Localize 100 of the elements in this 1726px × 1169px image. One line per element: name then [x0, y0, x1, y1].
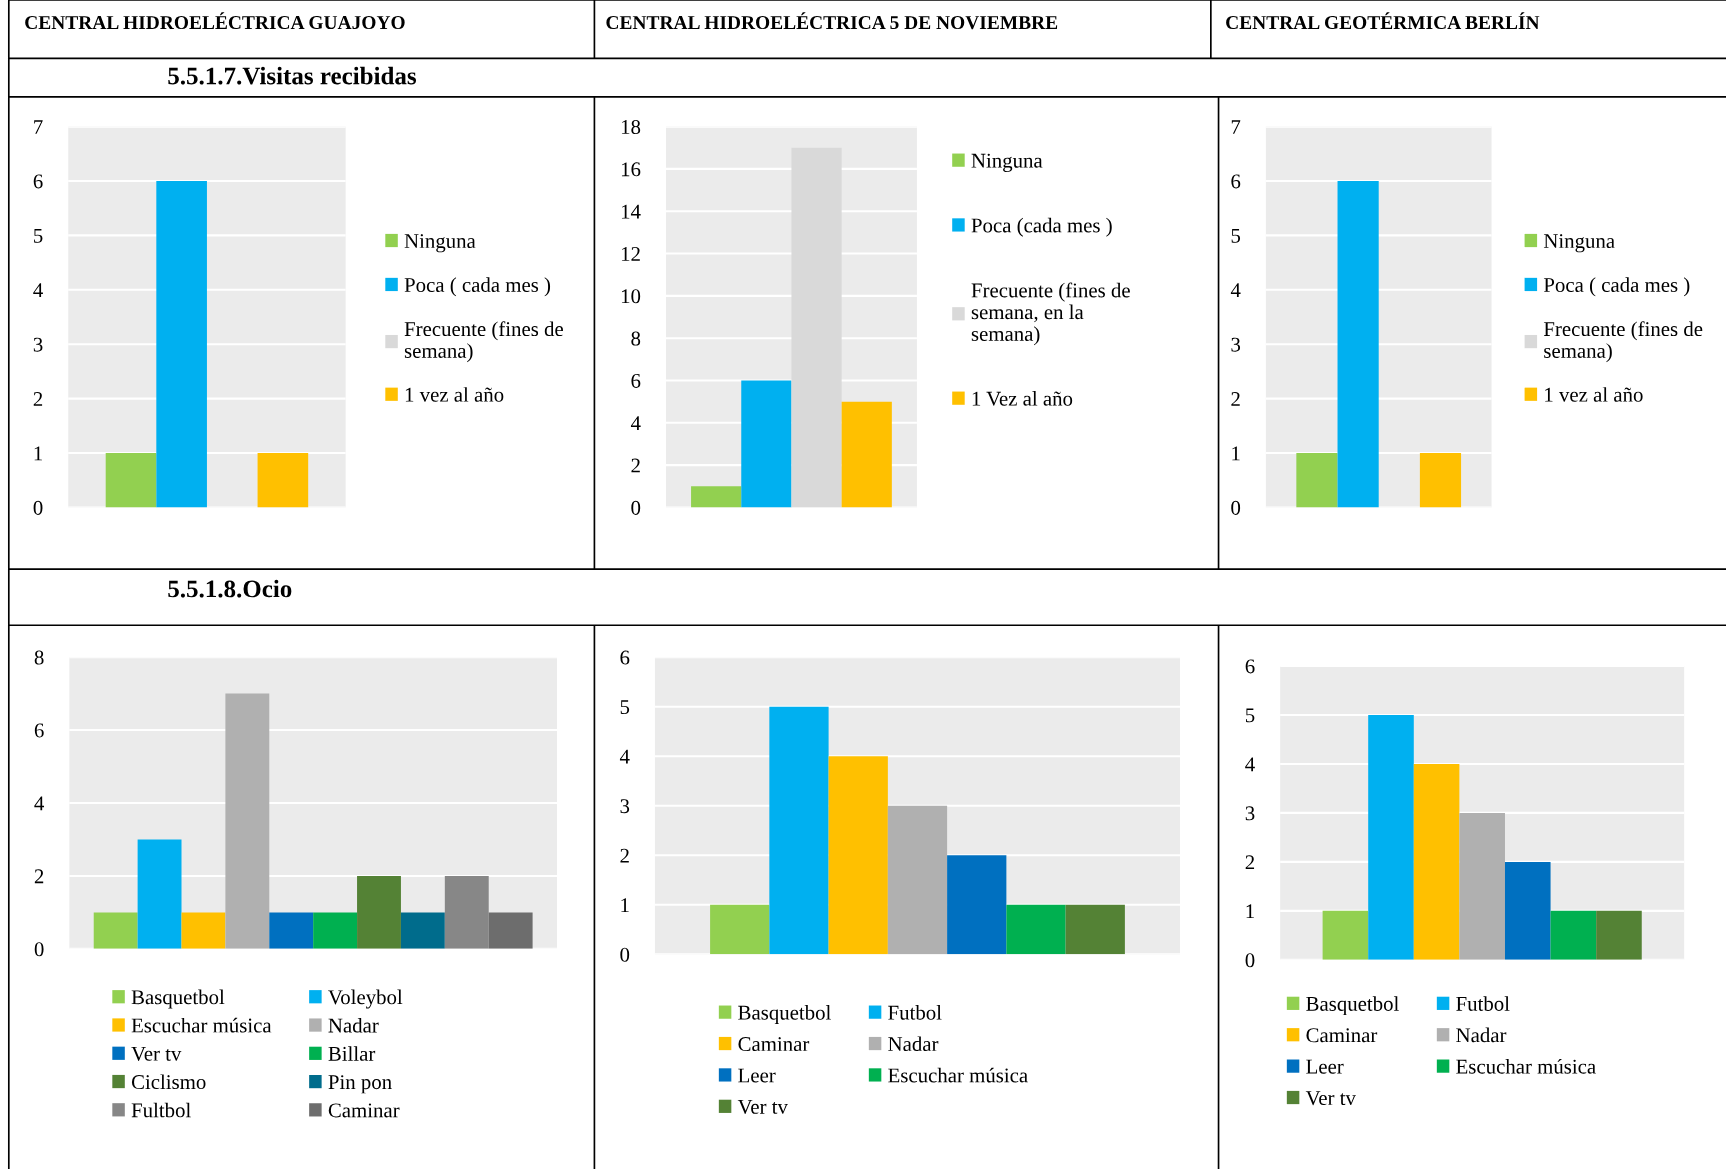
y-tick-label: 8: [631, 331, 641, 346]
bar: [769, 706, 829, 955]
bar: [1550, 910, 1597, 960]
bar: [269, 912, 314, 949]
bar: [1504, 861, 1551, 960]
bar: [1368, 714, 1414, 960]
y-tick-label: 14: [621, 204, 641, 219]
bar: [841, 401, 892, 508]
y-tick-label: 2: [1231, 392, 1240, 406]
y-tick-label: 2: [33, 392, 43, 406]
legend-label: Voleybol: [328, 989, 403, 1009]
bar: [1322, 910, 1369, 960]
legend-label: Nadar: [888, 1036, 939, 1052]
y-tick-label: 4: [1245, 757, 1255, 772]
y-tick-label: 4: [619, 749, 630, 764]
legend-label: Frecuente (fines de semana, en la semana): [971, 282, 1130, 346]
legend-label: 1 Vez al año: [972, 391, 1073, 406]
legend-label: Ver tv: [131, 1046, 182, 1061]
legend-label: Nadar: [1456, 1027, 1507, 1043]
y-tick-label: 0: [1231, 500, 1241, 515]
y-tick-label: 2: [631, 458, 640, 473]
bar: [947, 855, 1007, 955]
legend-label: Futbol: [1456, 996, 1510, 1011]
legend-label: Caminar: [1306, 1028, 1378, 1043]
legend-label: Leer: [1306, 1059, 1344, 1074]
bar: [828, 756, 888, 955]
chart-title: CENTRAL HIDROELÉCTRICA 5 DE NOVIEMBRE: [606, 12, 1058, 30]
legend-label: Frecuente (fines de semana): [404, 321, 563, 363]
y-tick-label: 2: [34, 869, 44, 884]
legend-label: Ver tv: [737, 1100, 788, 1114]
y-tick-label: 10: [621, 289, 641, 304]
bar: [691, 486, 742, 508]
legend-label: Leer: [738, 1068, 776, 1083]
bar: [400, 912, 445, 949]
legend-label: Nadar: [328, 1017, 379, 1033]
y-tick-label: 6: [34, 723, 44, 738]
y-tick-label: 3: [620, 799, 630, 814]
chart-subtitle: 5.5.1.8.Ocio: [168, 579, 292, 598]
y-tick-label: 5: [34, 228, 43, 243]
bar: [1596, 910, 1642, 960]
bar: [181, 912, 226, 949]
chart-title: CENTRAL GEOTÉRMICA BERLÍN: [1226, 12, 1540, 30]
y-tick-label: 6: [33, 174, 43, 189]
legend-label: 1 vez al año: [405, 387, 504, 402]
legend-label: Poca (cada mes ): [971, 217, 1112, 237]
y-tick-label: 0: [33, 500, 43, 515]
legend-label: Caminar: [328, 1103, 400, 1118]
bar: [1459, 812, 1505, 960]
y-tick-label: 1: [621, 898, 629, 913]
bar: [137, 839, 182, 949]
y-tick-label: 4: [33, 283, 43, 298]
legend-label: Ninguna: [971, 153, 1043, 172]
y-tick-label: 16: [621, 162, 641, 177]
y-tick-label: 5: [620, 700, 630, 715]
y-tick-label: 6: [620, 650, 630, 665]
legend-label: Ninguna: [1543, 234, 1615, 253]
y-tick-label: 5: [1231, 228, 1241, 243]
legend-label: 1 vez al año: [1545, 387, 1643, 402]
y-tick-label: 2: [1245, 855, 1255, 870]
bar: [1006, 904, 1066, 955]
y-tick-label: 4: [630, 416, 641, 431]
legend-label: Poca ( cada mes ): [1543, 277, 1690, 297]
bar: [887, 805, 948, 955]
chart-subtitle: 5.5.1.7.Visitas recibidas: [168, 66, 417, 85]
y-tick-label: 7: [34, 120, 43, 134]
y-tick-label: 3: [1231, 337, 1241, 352]
bar: [488, 912, 533, 949]
bar: [741, 380, 792, 508]
y-tick-label: 0: [34, 942, 44, 957]
y-tick-label: 0: [631, 500, 641, 515]
y-tick-label: 6: [1245, 659, 1255, 674]
legend-label: Fultbol: [131, 1102, 191, 1118]
y-tick-label: 3: [1245, 806, 1255, 821]
legend-label: Escuchar música: [888, 1067, 1028, 1083]
bar: [1413, 763, 1460, 960]
legend-label: Escuchar música: [131, 1017, 272, 1033]
legend-label: Ciclismo: [131, 1074, 206, 1090]
y-tick-label: 0: [1245, 953, 1255, 968]
legend-label: Poca ( cada mes ): [404, 277, 551, 297]
y-tick-label: 1: [34, 446, 42, 461]
legend-label: Ninguna: [404, 234, 476, 253]
y-tick-label: 8: [34, 650, 44, 665]
bar: [357, 875, 401, 949]
bar: [93, 912, 138, 949]
legend-label: Escuchar música: [1456, 1058, 1596, 1074]
y-tick-label: 5: [1245, 708, 1255, 723]
y-tick-label: 0: [620, 947, 630, 962]
y-tick-label: 12: [621, 246, 640, 261]
legend-label: Pin pon: [328, 1075, 392, 1094]
legend-label: Basquetbol: [1306, 996, 1399, 1016]
legend-label: Billar: [328, 1046, 376, 1061]
bar: [225, 693, 270, 949]
legend-label: Basquetbol: [131, 989, 225, 1009]
chart-title: CENTRAL HIDROELÉCTRICA GUAJOYO: [25, 12, 405, 30]
legend-label: Frecuente (fines de semana): [1543, 321, 1703, 363]
y-tick-label: 7: [1231, 120, 1241, 134]
legend-label: Basquetbol: [738, 1005, 831, 1024]
bar: [444, 875, 489, 949]
y-tick-label: 4: [34, 796, 45, 811]
legend-label: Caminar: [738, 1037, 810, 1052]
